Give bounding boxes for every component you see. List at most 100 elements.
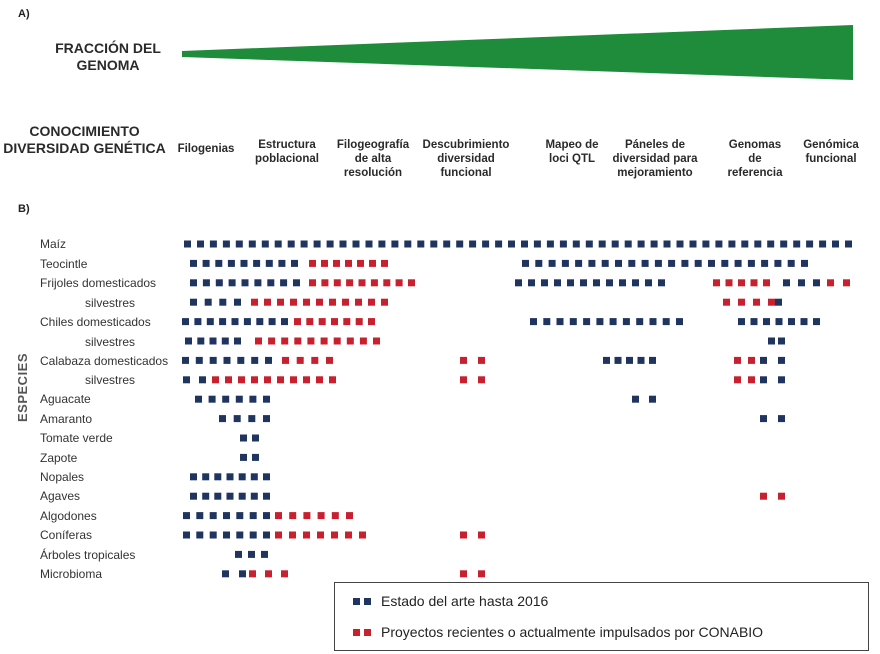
conabio-project-marker — [331, 512, 339, 520]
state-of-art-marker — [251, 356, 259, 364]
conabio-project-marker — [346, 337, 354, 345]
state-of-art-marker — [231, 318, 239, 326]
state-of-art-marker — [533, 240, 541, 248]
state-of-art-marker — [263, 395, 270, 403]
state-of-art-marker — [215, 259, 223, 267]
conabio-project-marker — [321, 279, 329, 287]
state-of-art-marker — [226, 473, 234, 481]
state-of-art-marker — [778, 415, 785, 423]
conabio-project-marker — [225, 376, 232, 384]
state-of-art-marker — [495, 240, 503, 248]
column-mapeo-qtl: Mapeo de loci QTL — [545, 139, 599, 165]
state-of-art-marker — [226, 492, 234, 500]
genome-fraction-wedge-svg — [182, 25, 853, 80]
state-of-art-marker — [300, 240, 308, 248]
state-of-art-marker — [267, 279, 275, 287]
state-of-art-marker — [265, 356, 272, 364]
conabio-project-marker — [281, 570, 288, 578]
state-of-art-marker — [778, 376, 785, 384]
conabio-project-marker — [333, 337, 341, 345]
legend-item-blue: Estado del arte hasta 2016 — [353, 593, 548, 609]
conabio-project-marker — [289, 512, 297, 520]
state-of-art-marker — [443, 240, 451, 248]
conabio-project-marker — [358, 279, 366, 287]
state-of-art-marker — [702, 240, 710, 248]
conabio-project-marker — [753, 298, 760, 306]
state-of-art-marker — [209, 337, 217, 345]
state-of-art-marker — [645, 279, 652, 287]
conabio-project-marker — [460, 356, 467, 364]
state-of-art-marker — [760, 356, 767, 364]
conabio-project-marker — [331, 531, 338, 539]
conabio-project-marker — [309, 259, 316, 267]
conabio-project-marker — [282, 356, 289, 364]
state-of-art-marker — [208, 395, 216, 403]
state-of-art-marker — [641, 259, 649, 267]
species-label: Amaranto — [40, 412, 93, 426]
state-of-art-marker — [554, 279, 561, 287]
state-of-art-marker — [601, 259, 609, 267]
conabio-project-marker — [478, 376, 485, 384]
state-of-art-marker — [190, 492, 197, 500]
panel-a-label: A) — [18, 8, 30, 20]
conabio-project-marker — [748, 376, 755, 384]
species-label: Aguacate — [40, 392, 91, 406]
state-of-art-marker — [183, 512, 190, 520]
conabio-project-marker — [333, 259, 340, 267]
state-of-art-marker — [761, 259, 769, 267]
state-of-art-marker — [234, 337, 241, 345]
state-of-art-marker — [222, 570, 229, 578]
state-of-art-marker — [593, 279, 600, 287]
state-of-art-marker — [202, 473, 210, 481]
state-of-art-marker — [227, 259, 235, 267]
legend-red-swatch — [353, 628, 360, 636]
state-of-art-marker — [609, 318, 617, 326]
conabio-project-marker — [478, 356, 485, 364]
state-of-art-marker — [291, 259, 298, 267]
state-of-art-marker — [689, 240, 697, 248]
column-genomica-funcional: Genómica funcional — [803, 139, 859, 165]
state-of-art-marker — [219, 298, 227, 306]
conabio-project-marker — [306, 318, 314, 326]
state-of-art-marker — [293, 279, 300, 287]
state-of-art-marker — [585, 240, 593, 248]
column-filogeografia: Filogeografía de alta resolución — [336, 139, 410, 179]
state-of-art-marker — [676, 318, 683, 326]
conabio-project-marker — [478, 570, 485, 578]
conabio-project-marker — [255, 337, 262, 345]
conabio-project-marker — [725, 279, 733, 287]
state-of-art-marker — [569, 318, 577, 326]
state-of-art-marker — [603, 356, 610, 364]
state-of-art-marker — [391, 240, 399, 248]
state-of-art-marker — [240, 259, 248, 267]
state-of-art-marker — [747, 259, 755, 267]
conabio-project-marker — [760, 492, 767, 500]
conabio-project-marker — [460, 376, 467, 384]
conabio-project-marker — [738, 298, 745, 306]
state-of-art-marker — [626, 356, 633, 364]
conabio-project-marker — [303, 376, 310, 384]
species-label: Zapote — [40, 451, 78, 465]
conabio-project-marker — [264, 376, 271, 384]
state-of-art-marker — [774, 259, 782, 267]
conabio-project-marker — [345, 259, 352, 267]
conabio-project-marker — [381, 298, 388, 306]
state-of-art-marker — [404, 240, 412, 248]
state-of-art-marker — [793, 240, 801, 248]
state-of-art-marker — [622, 318, 630, 326]
fraction-genome-title: FRACCIÓN DEL GENOMA — [55, 40, 161, 73]
conabio-project-marker — [748, 356, 755, 364]
genome-fraction-wedge — [182, 25, 853, 80]
species-label: Nopales — [40, 470, 85, 484]
conabio-project-marker — [768, 298, 775, 306]
state-of-art-marker — [194, 318, 202, 326]
state-of-art-marker — [237, 356, 245, 364]
conabio-project-marker — [294, 337, 302, 345]
state-of-art-marker — [281, 318, 288, 326]
state-of-art-marker — [535, 259, 543, 267]
species-label: Calabaza domesticados — [40, 354, 169, 368]
state-of-art-marker — [708, 259, 715, 267]
state-of-art-marker — [263, 531, 270, 539]
state-of-art-marker — [223, 356, 231, 364]
conabio-project-marker — [738, 279, 745, 287]
